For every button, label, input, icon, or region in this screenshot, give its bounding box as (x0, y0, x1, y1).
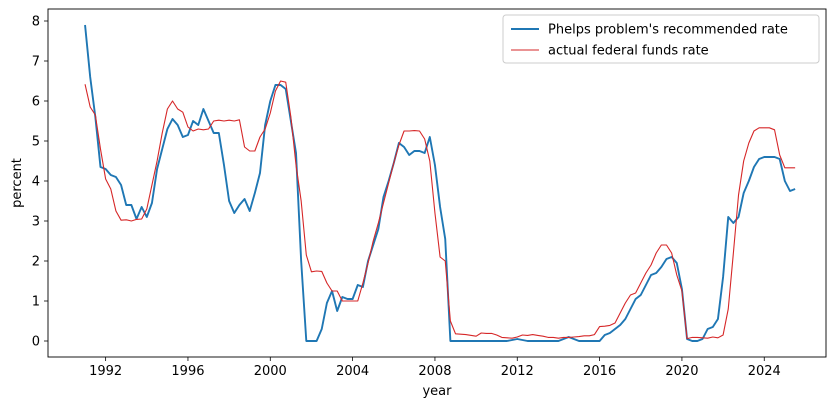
series-line-2 (84, 80, 796, 340)
y-tick-label: 5 (32, 135, 40, 150)
x-tick-label: 2020 (665, 364, 698, 379)
x-tick-label: 2016 (583, 364, 616, 379)
x-tick-label: 2008 (418, 364, 451, 379)
series-line-1 (84, 24, 796, 342)
x-tick-label: 2004 (336, 364, 369, 379)
y-tick-label: 0 (32, 335, 40, 350)
x-axis-label: year (422, 384, 452, 399)
x-axis: 1992 1996 2000 2004 2008 2012 2016 2020 2024 (89, 357, 781, 379)
x-tick-label: 2000 (254, 364, 287, 379)
x-tick-label: 1992 (89, 364, 122, 379)
y-tick-label: 2 (32, 255, 40, 270)
x-tick-label: 1996 (171, 364, 204, 379)
x-tick-label: 2012 (501, 364, 534, 379)
legend-label-1: Phelps problem's recommended rate (548, 23, 788, 38)
y-axis-label: percent (10, 158, 25, 208)
y-tick-label: 7 (32, 55, 40, 70)
legend-box (502, 14, 820, 64)
y-axis: 0 1 2 3 4 5 6 7 8 (32, 15, 48, 350)
y-tick-label: 4 (32, 175, 40, 190)
legend-label-2: actual federal funds rate (548, 44, 709, 59)
y-tick-label: 8 (32, 15, 40, 30)
y-tick-label: 6 (32, 95, 40, 110)
y-tick-label: 3 (32, 215, 40, 230)
plot-frame (47, 8, 827, 358)
legend: Phelps problem's recommended rate actual … (502, 14, 820, 64)
x-tick-label: 2024 (748, 364, 781, 379)
series-layer (84, 24, 796, 342)
y-tick-label: 1 (32, 295, 40, 310)
